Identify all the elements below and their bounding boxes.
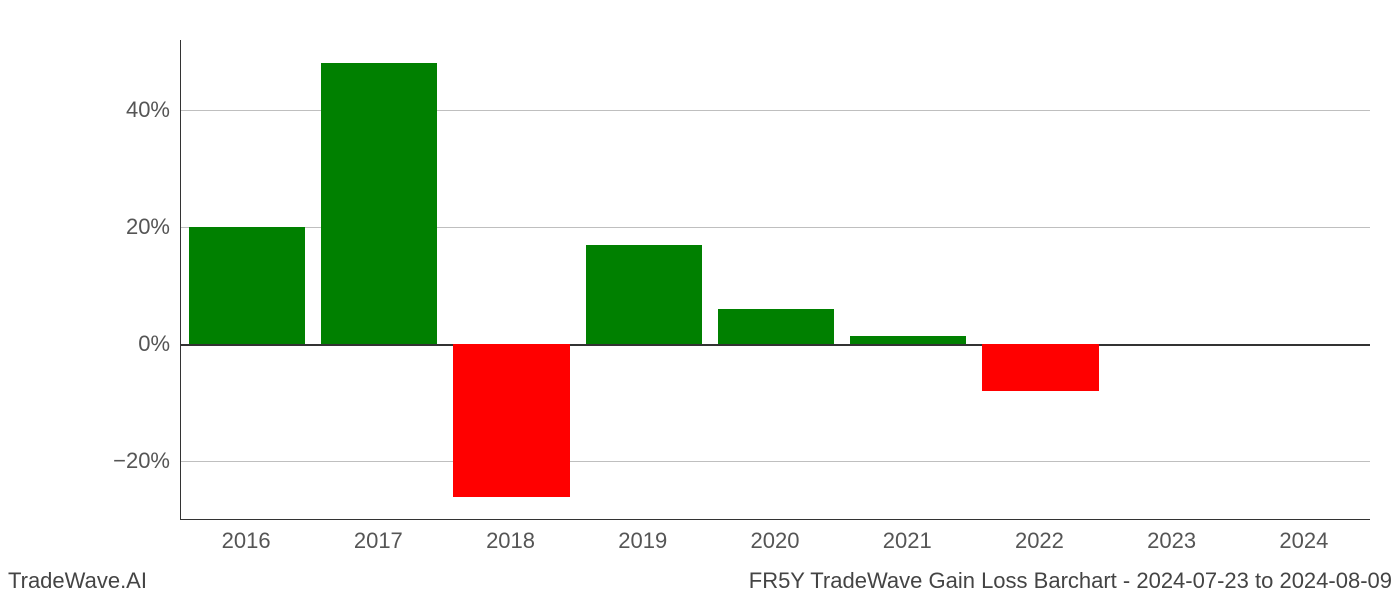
- bar-2019: [586, 245, 702, 345]
- plot-area: [180, 40, 1370, 520]
- chart-caption: FR5Y TradeWave Gain Loss Barchart - 2024…: [749, 568, 1392, 594]
- x-tick-label: 2024: [1279, 528, 1328, 554]
- x-tick-label: 2018: [486, 528, 535, 554]
- gain-loss-barchart: −20% 0% 20% 40% 2016 2017 2018 2019 2020 2021 202…: [0, 0, 1400, 600]
- bar-2016: [189, 227, 305, 344]
- y-tick-label: 20%: [100, 214, 170, 240]
- x-tick-label: 2019: [618, 528, 667, 554]
- y-tick-label: −20%: [100, 448, 170, 474]
- x-tick-label: 2021: [883, 528, 932, 554]
- zero-axis-line: [181, 344, 1370, 346]
- y-tick-label: 0%: [100, 331, 170, 357]
- watermark-brand: TradeWave.AI: [8, 568, 147, 594]
- x-tick-label: 2023: [1147, 528, 1196, 554]
- y-tick-label: 40%: [100, 97, 170, 123]
- bar-2022: [982, 344, 1098, 391]
- bar-2020: [718, 309, 834, 344]
- x-tick-label: 2016: [222, 528, 271, 554]
- x-tick-label: 2017: [354, 528, 403, 554]
- x-tick-label: 2020: [751, 528, 800, 554]
- bar-2017: [321, 63, 437, 344]
- bar-2021: [850, 336, 966, 345]
- bar-2018: [453, 344, 569, 496]
- x-tick-label: 2022: [1015, 528, 1064, 554]
- grid-line: [181, 461, 1370, 462]
